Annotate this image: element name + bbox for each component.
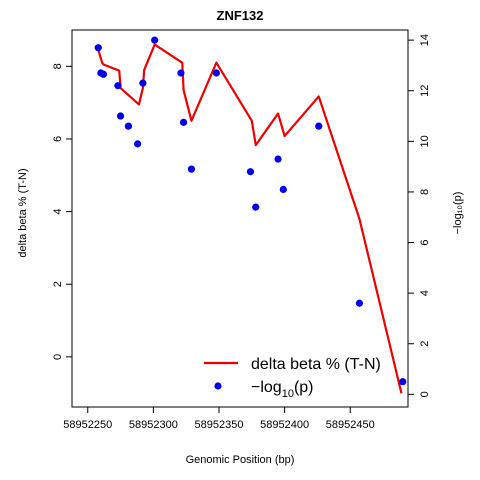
data-point: [99, 70, 108, 78]
legend-point-swatch: [214, 382, 222, 390]
data-point: [124, 122, 133, 130]
legend-label-delta-beta: delta beta % (T-N): [251, 356, 381, 373]
data-point: [116, 112, 125, 120]
y2-tick-label: 0: [419, 391, 431, 397]
y-tick-label: 8: [52, 63, 64, 69]
data-point: [279, 185, 287, 194]
legend-label-log10p: −log10(p): [251, 379, 314, 400]
data-point: [177, 69, 185, 77]
data-point: [139, 79, 147, 87]
plot-area: 58952250 58952300 58952350 58952400 58952450…: [52, 29, 431, 431]
y-tick-label: 2: [52, 281, 64, 287]
data-point: [399, 378, 407, 386]
y-tick-label: 0: [52, 354, 64, 360]
y2-tick-label: 14: [419, 34, 431, 46]
x-tick-label: 58952250: [63, 419, 112, 431]
y2-axis-label: −log₁₀(p): [452, 192, 464, 235]
data-point: [274, 155, 282, 163]
x-tick-label: 58952350: [195, 419, 244, 431]
plot-frame: [71, 29, 409, 408]
y2-tick-label: 10: [419, 135, 431, 147]
data-point: [246, 168, 255, 176]
x-tick-label: 58952400: [260, 419, 309, 431]
y2-tick-label: 4: [419, 290, 431, 296]
y2-tick-label: 8: [419, 189, 431, 195]
data-point: [187, 165, 196, 173]
y2-tick-label: 6: [419, 239, 431, 245]
x-axis-label: Genomic Position (bp): [186, 454, 295, 466]
legend: delta beta % (T-N) −log10(p): [204, 356, 381, 400]
x-tick-label: 58952450: [326, 419, 375, 431]
data-point: [179, 118, 188, 126]
data-point: [94, 44, 102, 52]
y2-tick-label: 2: [419, 341, 431, 347]
data-point: [134, 140, 142, 148]
x-tick-label: 58952300: [129, 419, 178, 431]
y-axis-label: delta beta % (T-N): [17, 168, 29, 257]
data-point: [315, 122, 323, 130]
data-point: [355, 299, 364, 307]
y-tick-label: 6: [52, 136, 64, 142]
y-tick-label: 4: [52, 209, 64, 215]
data-point: [212, 69, 220, 77]
chart-title: ZNF132: [217, 8, 264, 23]
y2-tick-label: 12: [419, 85, 431, 97]
data-point: [151, 36, 159, 44]
data-point: [114, 82, 122, 90]
series-line-delta-beta: [97, 43, 403, 394]
data-point: [252, 203, 260, 211]
